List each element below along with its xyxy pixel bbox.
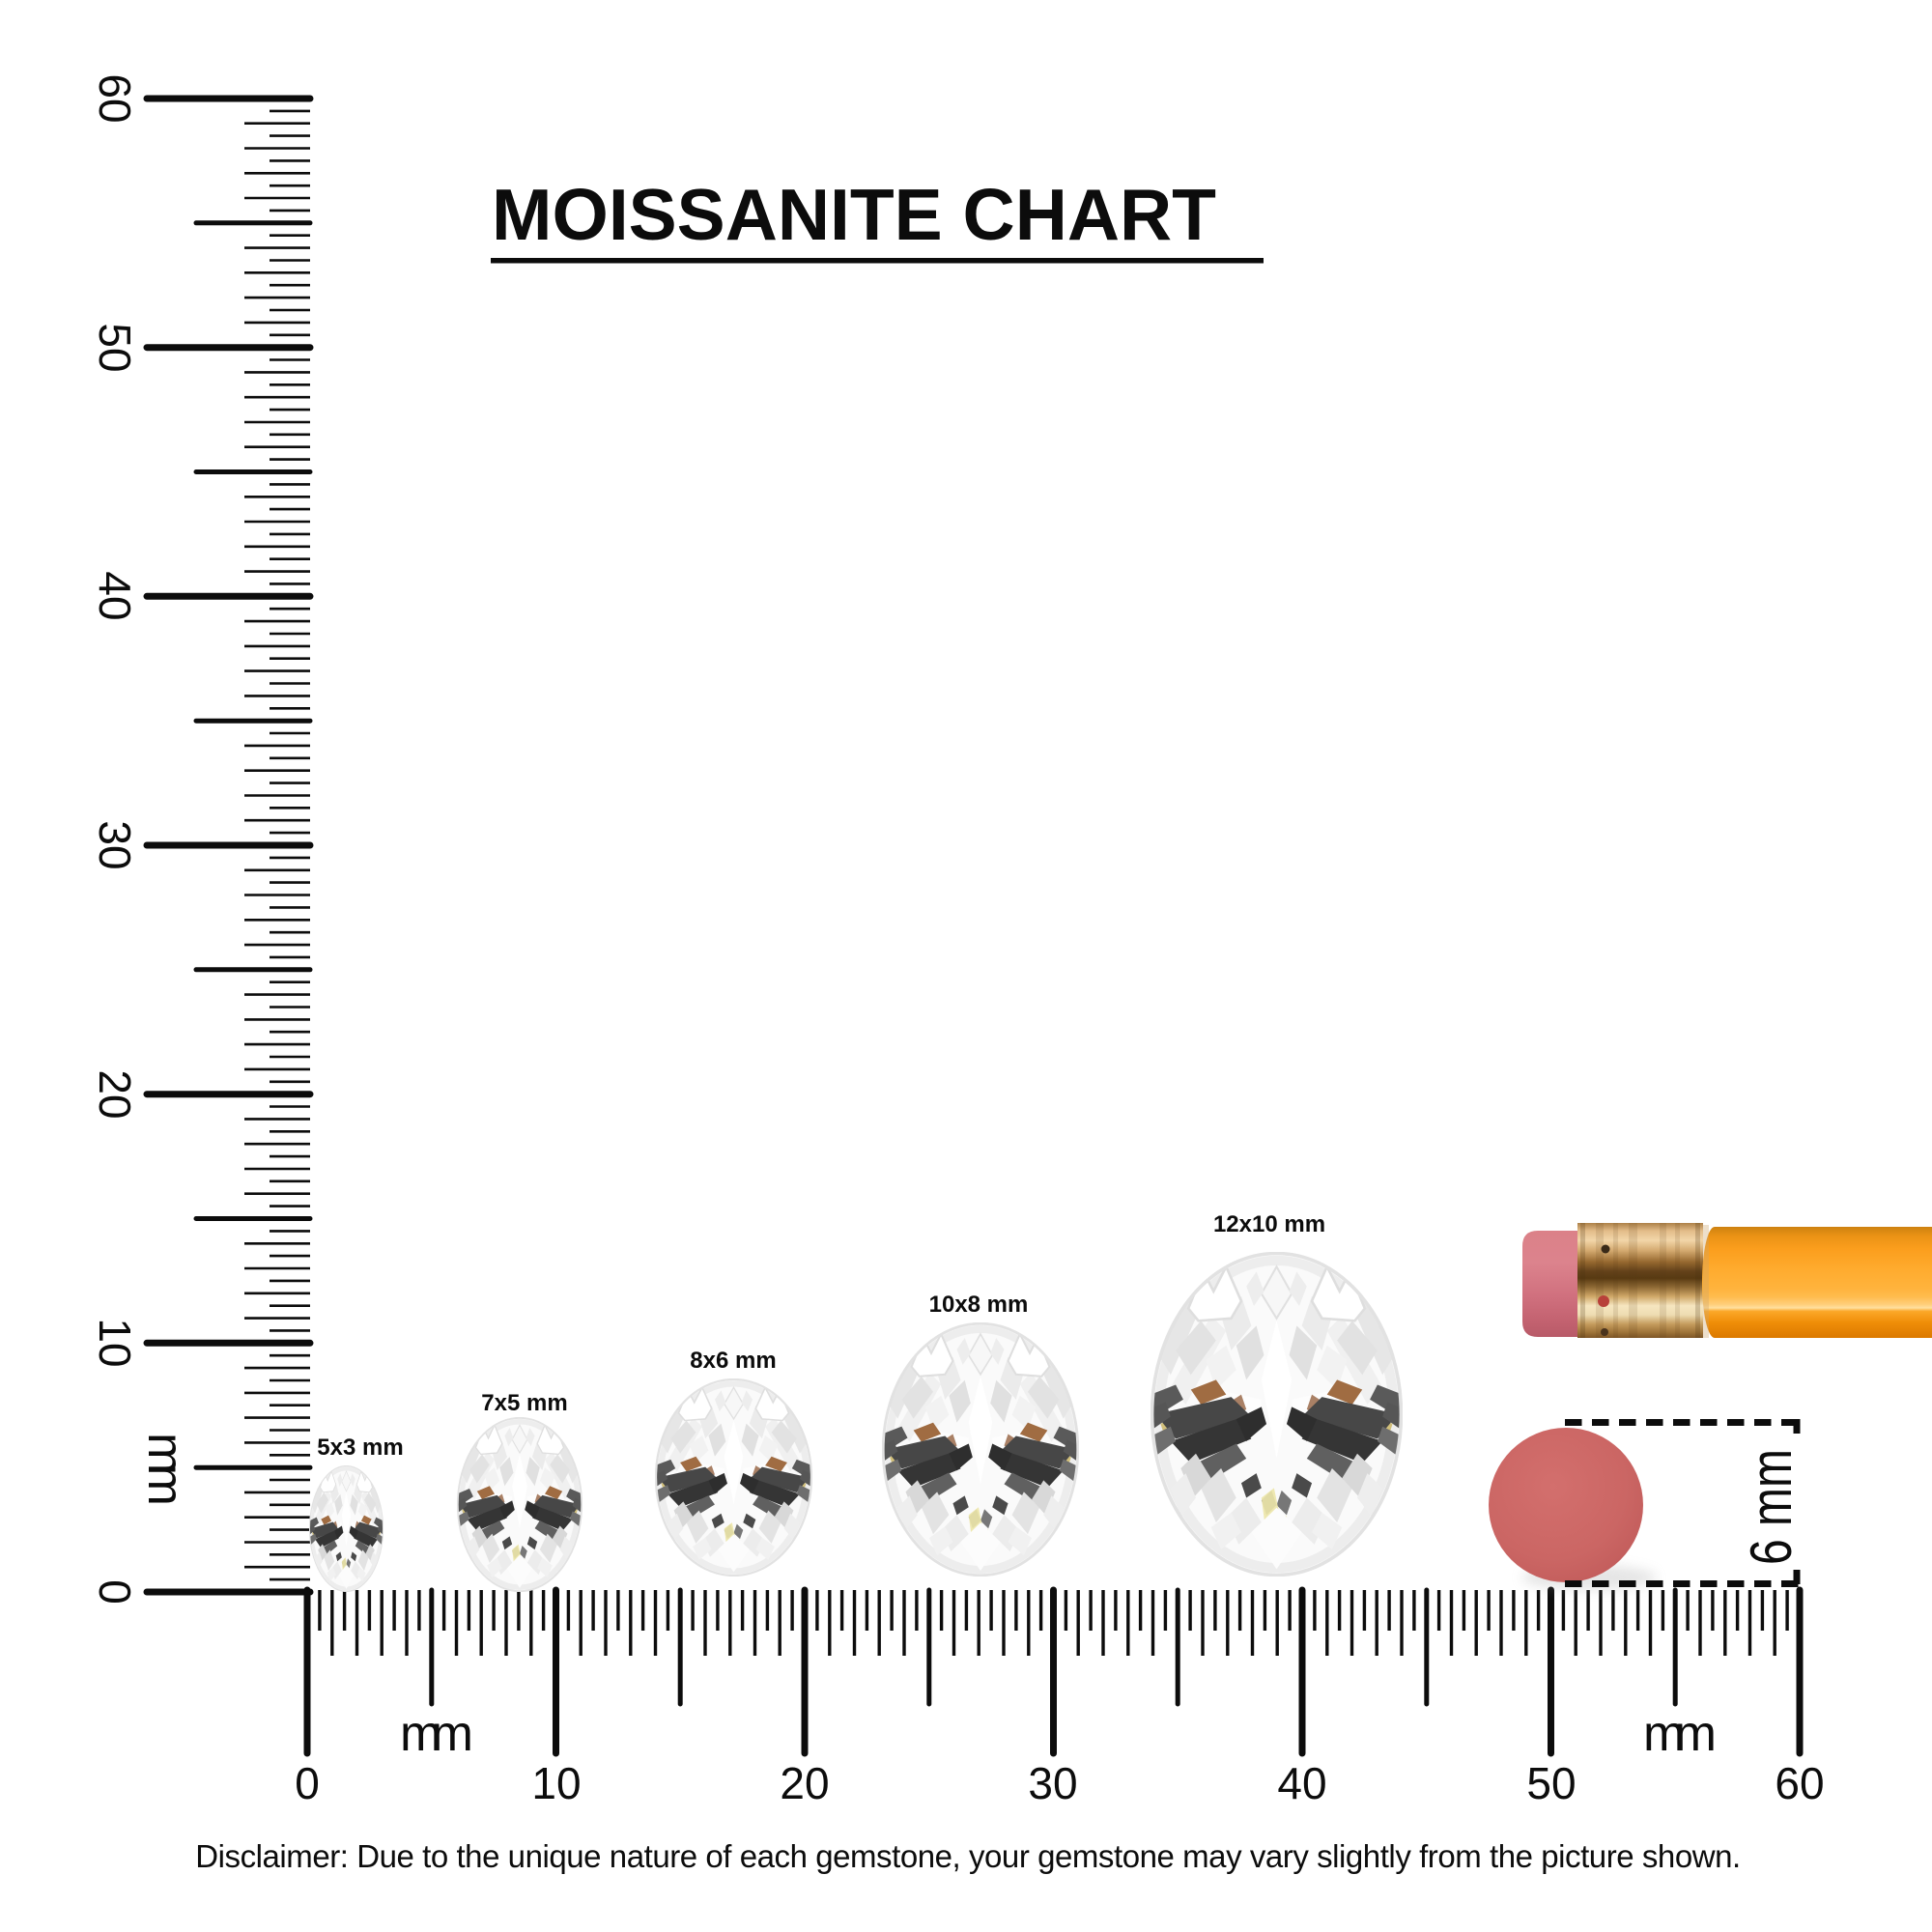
svg-text:50: 50 xyxy=(1526,1758,1576,1808)
svg-text:30: 30 xyxy=(1028,1758,1077,1808)
svg-text:0: 0 xyxy=(90,1579,140,1605)
svg-text:mm: mm xyxy=(1643,1706,1717,1762)
svg-text:30: 30 xyxy=(90,820,140,869)
svg-text:60: 60 xyxy=(1775,1758,1824,1808)
svg-text:12x10 mm: 12x10 mm xyxy=(1213,1211,1325,1237)
svg-text:10: 10 xyxy=(90,1318,140,1367)
svg-text:10: 10 xyxy=(531,1758,581,1808)
svg-text:20: 20 xyxy=(780,1758,829,1808)
svg-text:5x3 mm: 5x3 mm xyxy=(317,1435,403,1461)
svg-text:mm: mm xyxy=(400,1706,473,1762)
svg-text:10x8 mm: 10x8 mm xyxy=(929,1292,1029,1318)
svg-text:8x6 mm: 8x6 mm xyxy=(690,1348,776,1374)
svg-text:6 mm: 6 mm xyxy=(1739,1449,1804,1565)
svg-text:MOISSANITE CHART: MOISSANITE CHART xyxy=(492,174,1216,255)
svg-text:0: 0 xyxy=(295,1758,320,1808)
svg-text:50: 50 xyxy=(90,323,140,372)
svg-text:40: 40 xyxy=(90,571,140,620)
svg-text:Disclaimer: Due to the unique: Disclaimer: Due to the unique nature of … xyxy=(195,1838,1740,1874)
svg-text:40: 40 xyxy=(1277,1758,1326,1808)
svg-text:60: 60 xyxy=(90,73,140,123)
svg-text:20: 20 xyxy=(90,1069,140,1119)
svg-text:7x5 mm: 7x5 mm xyxy=(481,1390,567,1416)
svg-text:mm: mm xyxy=(137,1433,193,1506)
